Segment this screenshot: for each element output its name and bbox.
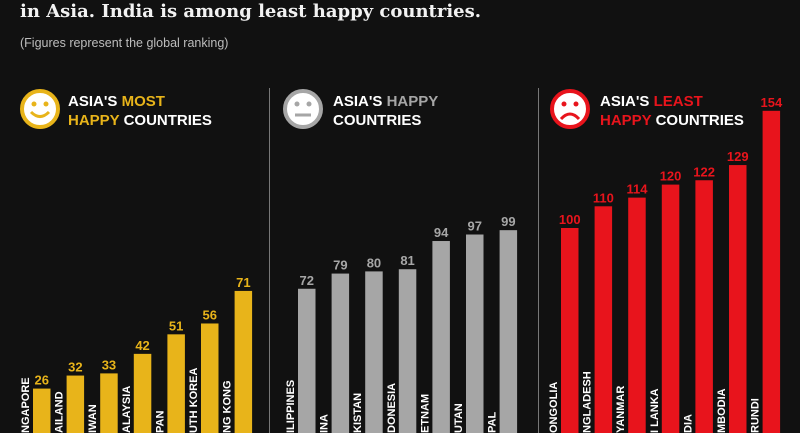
chart-subtitle: (Figures represent the global ranking) [20,36,229,50]
bar-most [167,334,185,433]
data-label: 79 [333,258,347,273]
category-label: PAN [154,411,166,433]
bar-most [234,290,253,433]
bar-least [695,180,713,433]
heading-highlight: MOST [121,93,165,110]
divider [538,88,539,433]
category-label: PAL [487,412,499,433]
data-label: 51 [169,318,183,333]
heading-text: COUNTRIES [333,112,422,129]
data-label: 129 [727,149,749,164]
heading-text: COUNTRIES [119,112,212,129]
heading-happy: ASIA'S HAPPY COUNTRIES [333,92,438,130]
bar-happy [331,273,350,433]
data-label: 80 [367,255,381,270]
category-label: INA [319,414,331,433]
category-label: AILAND [54,391,66,433]
chart-title: in Asia. India is among least happy coun… [20,1,482,22]
category-label: YANMAR [615,386,627,433]
data-label: 56 [203,307,217,322]
heading-text: ASIA'S [333,93,387,110]
data-label: 33 [102,357,116,372]
data-label: 154 [760,95,782,110]
bar-most [133,353,152,433]
data-label: 110 [593,190,614,205]
data-label: 81 [400,253,414,268]
data-label: 120 [660,169,682,184]
category-label: I LANKA [649,388,661,433]
divider [269,88,270,433]
heading-text: COUNTRIES [651,112,744,129]
category-label: NGAPORE [20,377,32,433]
bar-least [594,206,613,433]
heading-highlight: HAPPY [386,93,439,110]
bar-happy [298,288,316,433]
data-label: 42 [135,338,149,353]
category-label: UTAN [453,403,465,433]
category-label: IWAN [87,404,99,433]
heading-text: ASIA'S [68,93,122,110]
bar-least [561,228,579,433]
data-label: 100 [559,212,581,227]
bar-least [762,110,781,433]
data-label: 26 [35,373,49,388]
bar-happy [365,271,383,433]
heading-text: ASIA'S [600,93,654,110]
sad-face-icon [550,89,590,129]
bar-least [729,165,747,433]
bar-most [100,373,118,433]
bar-least [661,184,680,433]
bar-most [201,323,219,433]
category-label: ETNAM [419,394,431,433]
bar-happy [398,269,417,433]
category-label: UTH KOREA [188,368,200,433]
category-label: ILIPPINES [285,380,297,433]
bar-most [66,375,85,433]
data-label: 99 [501,214,515,229]
heading-most-happy: ASIA'S MOST HAPPY COUNTRIES [68,92,212,130]
bar-happy [466,234,484,433]
data-label: 122 [693,164,715,179]
heading-least-happy: ASIA'S LEAST HAPPY COUNTRIES [600,92,744,130]
category-label: KISTAN [352,393,364,433]
heading-highlight: LEAST [653,93,703,110]
neutral-face-icon [283,89,323,129]
heading-highlight: HAPPY [68,112,120,129]
category-label: DONESIA [386,383,398,433]
category-label: DIA [682,414,694,433]
category-label: NG KONG [222,380,234,433]
category-label: ONGOLIA [548,382,560,433]
data-label: 97 [468,219,482,234]
category-label: RUNDI [750,398,762,433]
bar-happy [432,241,450,433]
heading-highlight: HAPPY [600,112,652,129]
category-label: ALAYSIA [121,386,133,433]
data-label: 71 [236,275,250,290]
bar-least [628,197,646,433]
bar-happy [499,230,518,433]
data-label: 114 [626,182,648,197]
bar-most [33,388,51,433]
smiley-face-icon [20,89,60,129]
data-label: 94 [434,225,449,240]
data-label: 72 [300,273,314,288]
category-label: NGLADESH [582,371,594,433]
data-label: 32 [68,360,82,375]
category-label: MBODIA [716,388,728,433]
